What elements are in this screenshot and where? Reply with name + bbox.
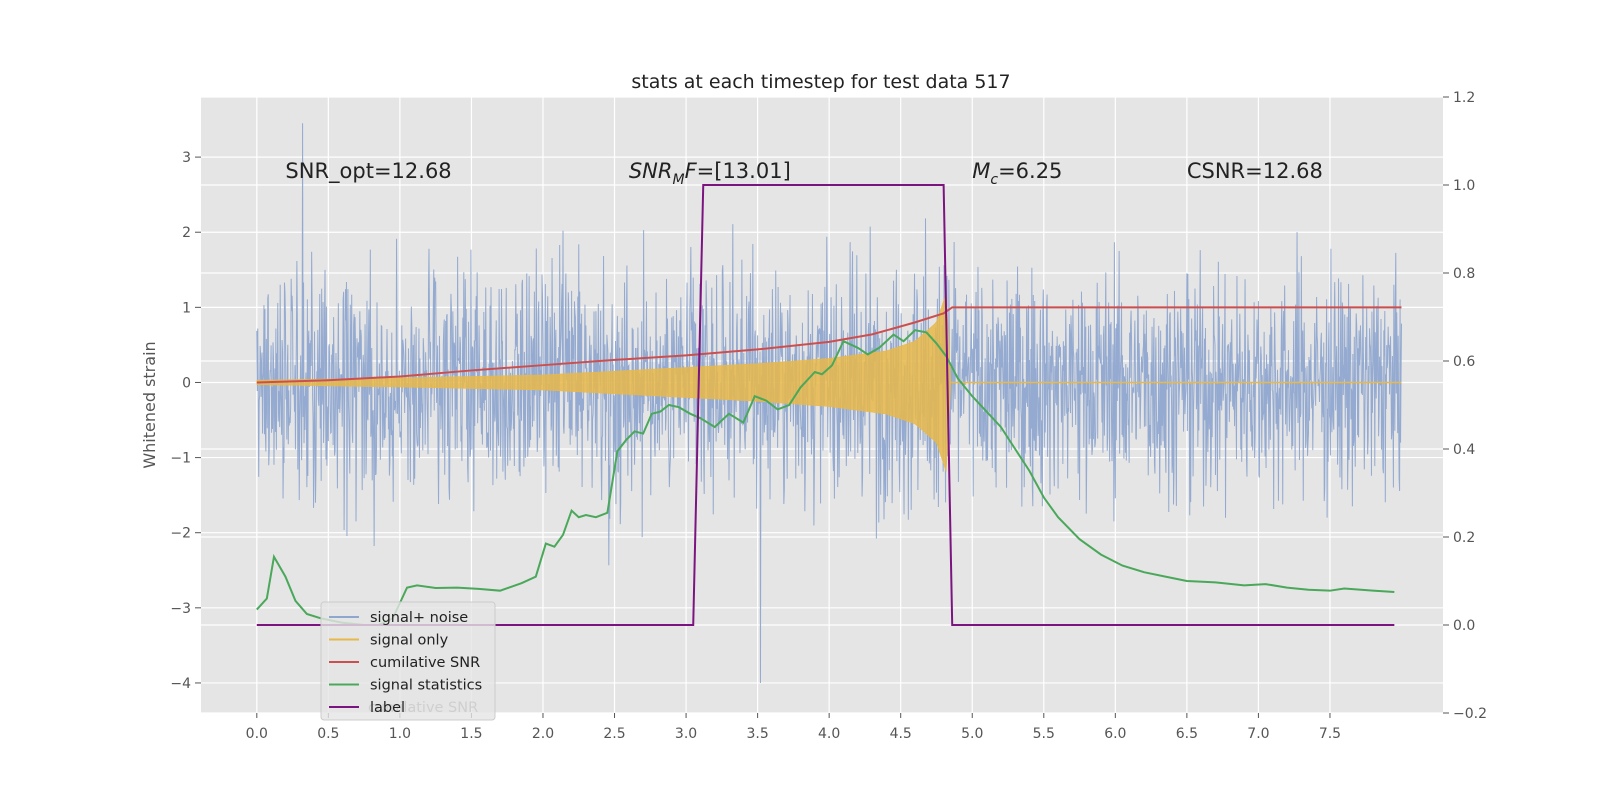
x-tick-label: 3.0 bbox=[675, 726, 697, 742]
y2-tick-label: −0.2 bbox=[1453, 706, 1487, 722]
signal-statistics-line bbox=[256, 329, 1395, 626]
y2-tick-label: 0.6 bbox=[1453, 354, 1475, 370]
legend-label: label bbox=[370, 700, 405, 716]
y-tick-label: 2 bbox=[182, 225, 191, 241]
y-tick-label: 1 bbox=[182, 300, 191, 316]
y-tick-label: −3 bbox=[170, 601, 191, 617]
x-tick-label: 5.0 bbox=[961, 726, 983, 742]
y2-tick-label: 1.0 bbox=[1453, 178, 1475, 194]
x-tick-label: 1.5 bbox=[460, 726, 482, 742]
annotation-3: Mc=6.25 bbox=[972, 159, 1062, 188]
legend-label: cumilative SNR bbox=[370, 655, 480, 671]
x-tick-label: 3.5 bbox=[746, 726, 768, 742]
signal-only-band bbox=[256, 293, 952, 472]
annotation-2: SNRMF=[13.01] bbox=[629, 159, 791, 188]
cumilative-snr-line bbox=[256, 306, 1402, 384]
y-tick-label: −2 bbox=[170, 526, 191, 542]
x-tick-label: 1.0 bbox=[389, 726, 411, 742]
y2-tick-label: 0.4 bbox=[1453, 442, 1475, 458]
legend-overlap-text: cumilative SNR bbox=[368, 700, 478, 716]
y2-tick-label: 1.2 bbox=[1453, 90, 1475, 106]
y2-tick-label: 0.2 bbox=[1453, 530, 1475, 546]
y2-tick-label: 0.8 bbox=[1453, 266, 1475, 282]
legend: cumilative SNR signal+ noise signal only c… bbox=[320, 601, 496, 721]
x-tick-label: 7.5 bbox=[1319, 726, 1341, 742]
x-tick-label: 4.5 bbox=[890, 726, 912, 742]
y-tick-label: −4 bbox=[170, 676, 191, 692]
legend-label: signal statistics bbox=[370, 678, 482, 694]
x-tick-label: 2.0 bbox=[532, 726, 554, 742]
x-tick-label: 6.5 bbox=[1176, 726, 1198, 742]
annotation-layer: SNR_opt=12.68 SNRMF=[13.01] Mc=6.25 CSNR=12… bbox=[285, 159, 1322, 188]
y-axis-label: Whitened strain bbox=[140, 341, 159, 468]
y2-tick-label: 0.0 bbox=[1453, 618, 1475, 634]
x-tick-label: 0.5 bbox=[317, 726, 339, 742]
x-tick-label: 2.5 bbox=[603, 726, 625, 742]
label-line bbox=[256, 184, 1395, 626]
tick-layer: 0.0 0.5 1.0 1.5 2.0 2.5 3.0 3.5 4.0 4.5 5.0 5.5 6.0 6… bbox=[170, 90, 1487, 742]
annotation-4: CSNR=12.68 bbox=[1187, 159, 1323, 183]
y-tick-label: 3 bbox=[182, 150, 191, 166]
legend-label: signal only bbox=[370, 633, 449, 649]
legend-label: signal+ noise bbox=[370, 610, 468, 626]
series-layer bbox=[256, 123, 1402, 683]
y-tick-label: 0 bbox=[182, 375, 191, 391]
x-tick-label: 0.0 bbox=[246, 726, 268, 742]
x-tick-label: 4.0 bbox=[818, 726, 840, 742]
y-tick-label: −1 bbox=[170, 451, 191, 467]
x-tick-label: 7.0 bbox=[1247, 726, 1269, 742]
chart-title: stats at each timestep for test data 517 bbox=[631, 71, 1010, 93]
legend-items: signal+ noise signal only cumilative SNR si… bbox=[329, 610, 482, 716]
annotation-1: SNR_opt=12.68 bbox=[285, 159, 451, 184]
legend-box bbox=[320, 601, 496, 721]
x-tick-label: 6.0 bbox=[1104, 726, 1126, 742]
x-tick-label: 5.5 bbox=[1033, 726, 1055, 742]
